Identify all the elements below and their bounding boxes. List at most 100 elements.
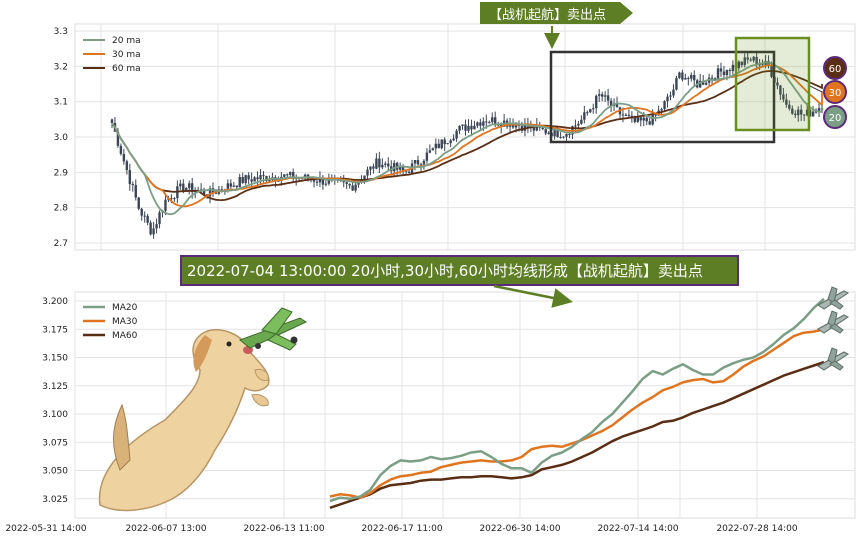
candle-body [152,228,155,235]
candle-body [372,166,375,169]
candle-body [446,143,449,145]
candle-body [119,145,123,154]
candle-body [452,138,455,141]
bottom-x-tick-label: 2022-05-31 14:00 [5,524,86,534]
candle-body [710,77,714,79]
candle-body [479,122,482,126]
candle-body [805,109,809,116]
candle-body [541,127,544,130]
candle-body [811,111,815,117]
top-y-tick-label: 2.7 [54,239,68,249]
candle-body [559,136,562,138]
ma-badges: 60 30 20 [809,56,847,129]
candle-body [407,171,411,173]
candle-body [740,61,743,66]
candle-body [398,166,402,170]
candle-body [704,82,708,85]
candle-body [369,166,372,170]
candle-body [731,64,735,72]
candle-body [185,187,188,191]
top-y-tick-label: 2.9 [54,168,69,178]
bottom-y-tick-label: 3.025 [42,495,68,505]
top-y-tick-label: 3.1 [54,98,68,108]
bottom-legend: MA20 MA30 MA60 [83,303,138,341]
candle-body [425,152,429,161]
candle-body [624,114,628,116]
candle-body [292,171,295,179]
candle-body [722,71,726,76]
candle-body [375,158,378,169]
candle-body [669,95,672,97]
candle-body [467,125,470,131]
candle-body [188,183,191,188]
candle-body [348,183,351,186]
bottom-ma20-line [329,297,825,503]
candle-body [366,169,369,176]
candle-body [592,108,595,110]
candle-body [265,175,268,182]
candle-body [220,189,224,191]
bottom-y-tick-label: 3.075 [42,438,68,448]
candle-body [574,125,577,127]
candle-body [238,177,241,188]
candle-body [182,183,185,191]
candle-body [562,136,565,138]
candle-body [226,183,230,192]
candle-body [134,185,137,198]
candle-body [615,103,619,108]
top-annotation-text: 【战机起航】卖出点 [489,7,606,23]
candle-body [125,161,129,171]
dog-illustration-icon [98,329,270,512]
candle-body [609,100,613,106]
candle-body [553,128,556,137]
candle-body [701,80,705,85]
legend-label-ma20: MA20 [112,303,138,313]
candle-body [443,139,446,145]
candle-body [693,74,696,81]
candle-body [583,112,586,120]
candle-body [428,150,432,153]
candle-body [137,197,140,209]
candle-body [494,117,497,125]
airplane-icon [817,286,849,310]
candle-body [568,134,571,136]
bottom-y-tick-label: 3.200 [42,297,68,307]
bottom-annotation-banner: 2022-07-04 13:00:00 20小时,30小时,60小时均线形成【战… [180,255,739,308]
candle-body [749,59,752,61]
top-y-tick-label: 2.8 [54,204,69,214]
candle-body [110,119,114,123]
candle-body [378,158,381,168]
candle-body [651,114,654,125]
candle-body [716,68,720,80]
bottom-x-tick-label: 2022-06-13 11:00 [243,524,324,534]
badge-60 [823,56,847,80]
top-y-tick-labels: 2.7 2.8 2.9 3.0 3.1 3.2 3.3 [54,27,69,249]
candle-body [511,123,515,128]
candle-body [648,121,651,125]
candle-body [363,175,366,181]
top-ma60-line [111,70,823,202]
candle-body [758,64,761,66]
candle-body [544,129,547,134]
candle-body [606,95,610,101]
bottom-y-tick-label: 3.175 [42,325,68,335]
candle-body [794,113,797,116]
candle-body [312,179,316,182]
candle-body [419,164,423,166]
candle-body [603,95,607,97]
candle-body [589,109,592,113]
candle-body [814,111,818,113]
candle-body [565,134,568,137]
candle-body [247,175,250,180]
top-annotation-banner: 【战机起航】卖出点 [480,2,633,49]
legend-label-20: 20 ma [112,36,141,46]
candle-body [461,124,464,126]
candle-body [259,175,262,180]
candle-body [345,182,348,184]
candle-body [128,170,132,185]
candle-body [173,198,176,200]
badge-30-text: 30 [829,88,842,99]
candle-body [645,117,648,122]
candle-body [654,114,657,116]
airplane-icon [817,310,849,334]
